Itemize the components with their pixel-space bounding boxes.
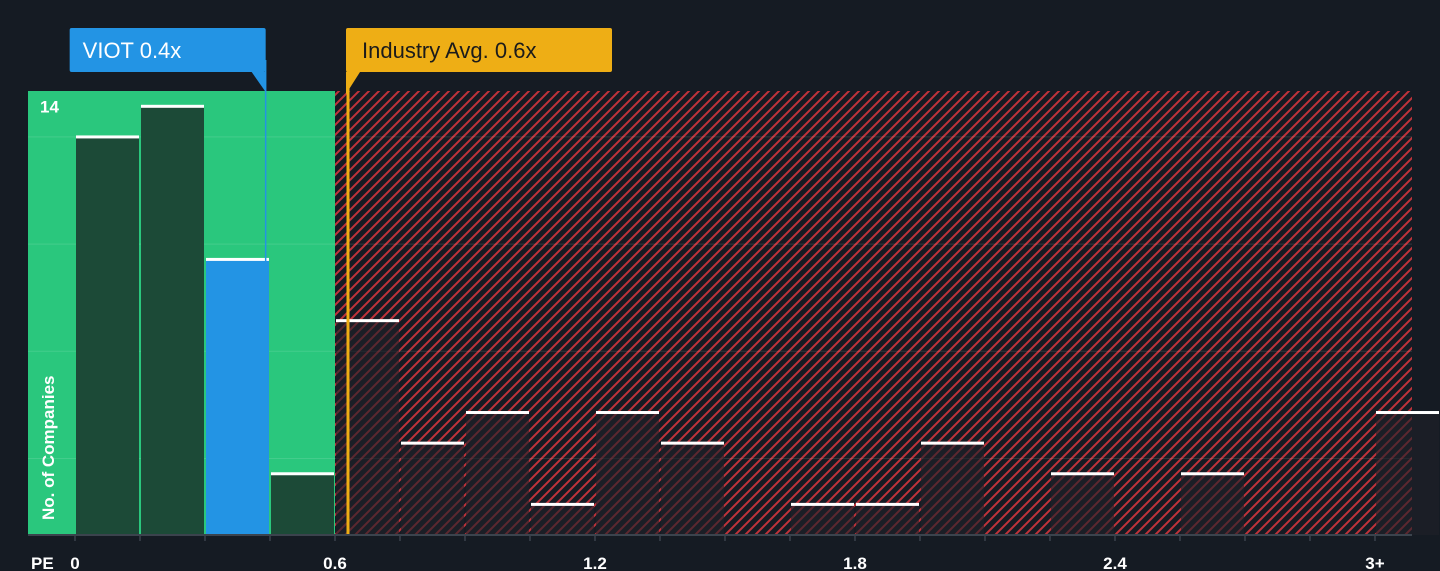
subject-callout-label: VIOT 0.4x — [83, 38, 182, 63]
histogram-bar-2 — [206, 259, 269, 535]
histogram-bar-cap-12 — [856, 502, 919, 506]
histogram-bar-cap-13 — [921, 441, 984, 445]
histogram-bar-cap-3 — [271, 472, 334, 476]
x-tick-label-2: 1.2 — [583, 554, 607, 571]
histogram-bar-cap-6 — [466, 411, 529, 415]
histogram-bar-cap-5 — [401, 441, 464, 445]
subject-callout-pointer — [251, 72, 266, 92]
x-tick-label-5: 3+ — [1365, 554, 1384, 571]
histogram-bar-13 — [921, 443, 984, 535]
industry-avg-callout-label: Industry Avg. 0.6x — [362, 38, 536, 63]
histogram-bar-cap-4 — [336, 319, 399, 323]
histogram-bar-5 — [401, 443, 464, 535]
y-tick-label-0: 14 — [40, 97, 59, 116]
histogram-bar-4 — [336, 320, 399, 535]
subject-callout-box — [69, 28, 266, 72]
histogram-bar-cap-17 — [1181, 472, 1244, 476]
histogram-bar-cap-15 — [1051, 472, 1114, 476]
histogram-bar-6 — [466, 412, 529, 535]
industry-avg-callout-box — [346, 28, 612, 72]
histogram-bar-8 — [596, 412, 659, 535]
histogram-bar-cap-7 — [531, 502, 594, 506]
histogram-bar-cap-2 — [206, 257, 269, 261]
y-axis-label: No. of Companies — [39, 375, 58, 520]
histogram-bar-cap-1 — [141, 104, 204, 108]
x-tick-label-4: 2.4 — [1103, 554, 1127, 571]
histogram-bar-cap-8 — [596, 411, 659, 415]
histogram-bar-12 — [856, 504, 919, 535]
histogram-bar-0 — [76, 136, 139, 535]
histogram-bar-20 — [1376, 412, 1439, 535]
histogram-bar-1 — [141, 106, 204, 535]
x-tick-label-0: 0 — [70, 554, 79, 571]
histogram-bar-17 — [1181, 473, 1244, 535]
histogram-bar-cap-9 — [661, 441, 724, 445]
x-tick-label-1: 0.6 — [323, 554, 347, 571]
histogram-bar-15 — [1051, 473, 1114, 535]
histogram-bar-9 — [661, 443, 724, 535]
histogram-bar-3 — [271, 473, 334, 535]
histogram-bar-11 — [791, 504, 854, 535]
histogram-bar-cap-11 — [791, 502, 854, 506]
x-axis-label: PE — [31, 554, 54, 571]
industry-avg-callout-pointer — [346, 72, 360, 94]
histogram-bar-7 — [531, 504, 594, 535]
x-tick-label-3: 1.8 — [843, 554, 867, 571]
histogram-bar-cap-0 — [76, 135, 139, 139]
histogram-bar-cap-20 — [1376, 411, 1439, 415]
